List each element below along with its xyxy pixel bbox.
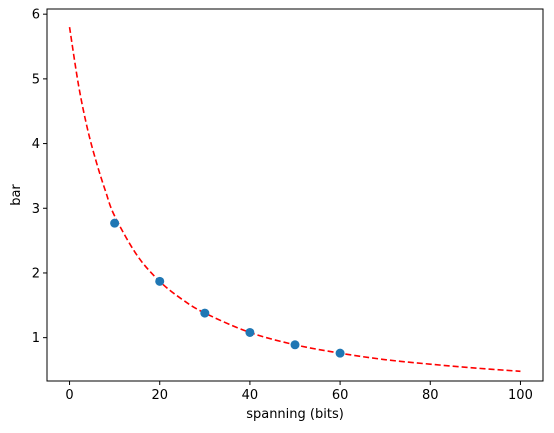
x-tick-label: 80: [422, 388, 439, 403]
scatter-point: [200, 308, 210, 318]
scatter-points: [110, 218, 345, 358]
y-tick-label: 4: [32, 137, 40, 152]
x-tick-label: 100: [508, 388, 533, 403]
scatter-point: [245, 327, 255, 337]
scatter-point: [335, 348, 345, 358]
scatter-point: [155, 276, 165, 286]
y-tick-label: 2: [32, 266, 40, 281]
x-tick-label: 20: [151, 388, 168, 403]
fit-line: [68, 26, 521, 373]
x-tick-label: 40: [242, 388, 259, 403]
x-axis-ticks: 0 20 40 60 80 100: [65, 381, 533, 403]
y-tick-label: 3: [32, 202, 40, 217]
scatter-point: [110, 218, 120, 228]
x-axis-label: spanning (bits): [246, 407, 344, 422]
x-tick-label: 0: [65, 388, 73, 403]
y-tick-label: 6: [32, 8, 40, 23]
y-axis-label: bar: [9, 184, 24, 206]
y-tick-label: 1: [32, 331, 40, 346]
x-tick-label: 60: [332, 388, 349, 403]
scatter-point: [290, 340, 300, 350]
y-axis-ticks: 1 2 3 4 5 6: [32, 8, 47, 346]
plot-frame: [46, 8, 544, 382]
y-tick-label: 5: [32, 72, 40, 87]
